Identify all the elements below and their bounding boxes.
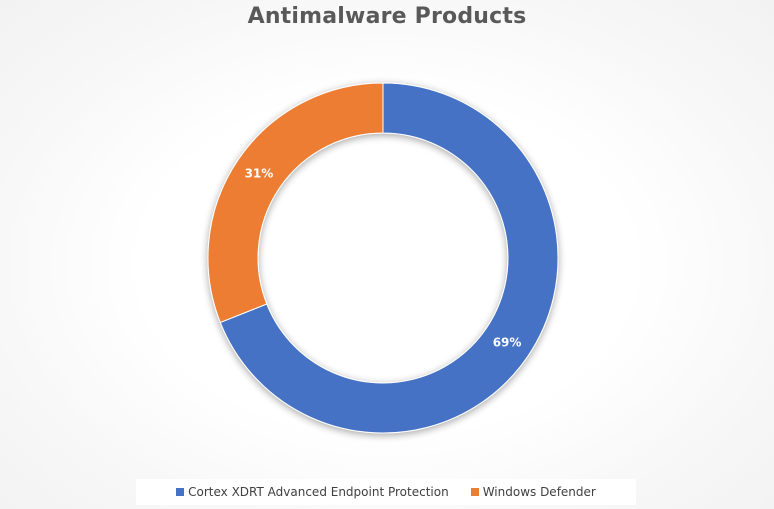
chart-legend: Cortex XDRT Advanced Endpoint Protection… (136, 479, 636, 505)
chart-area: Antimalware Products 69% 31% Cortex XDRT … (0, 0, 774, 509)
legend-label: Cortex XDRT Advanced Endpoint Protection (188, 485, 449, 499)
legend-item: Windows Defender (471, 485, 596, 499)
legend-item: Cortex XDRT Advanced Endpoint Protection (176, 485, 449, 499)
donut-slice (208, 83, 383, 322)
legend-swatch (471, 488, 479, 496)
data-label: 31% (245, 167, 274, 181)
legend-swatch (176, 488, 184, 496)
donut-chart: 69% 31% (0, 0, 774, 509)
legend-label: Windows Defender (483, 485, 596, 499)
data-label: 69% (493, 335, 522, 349)
